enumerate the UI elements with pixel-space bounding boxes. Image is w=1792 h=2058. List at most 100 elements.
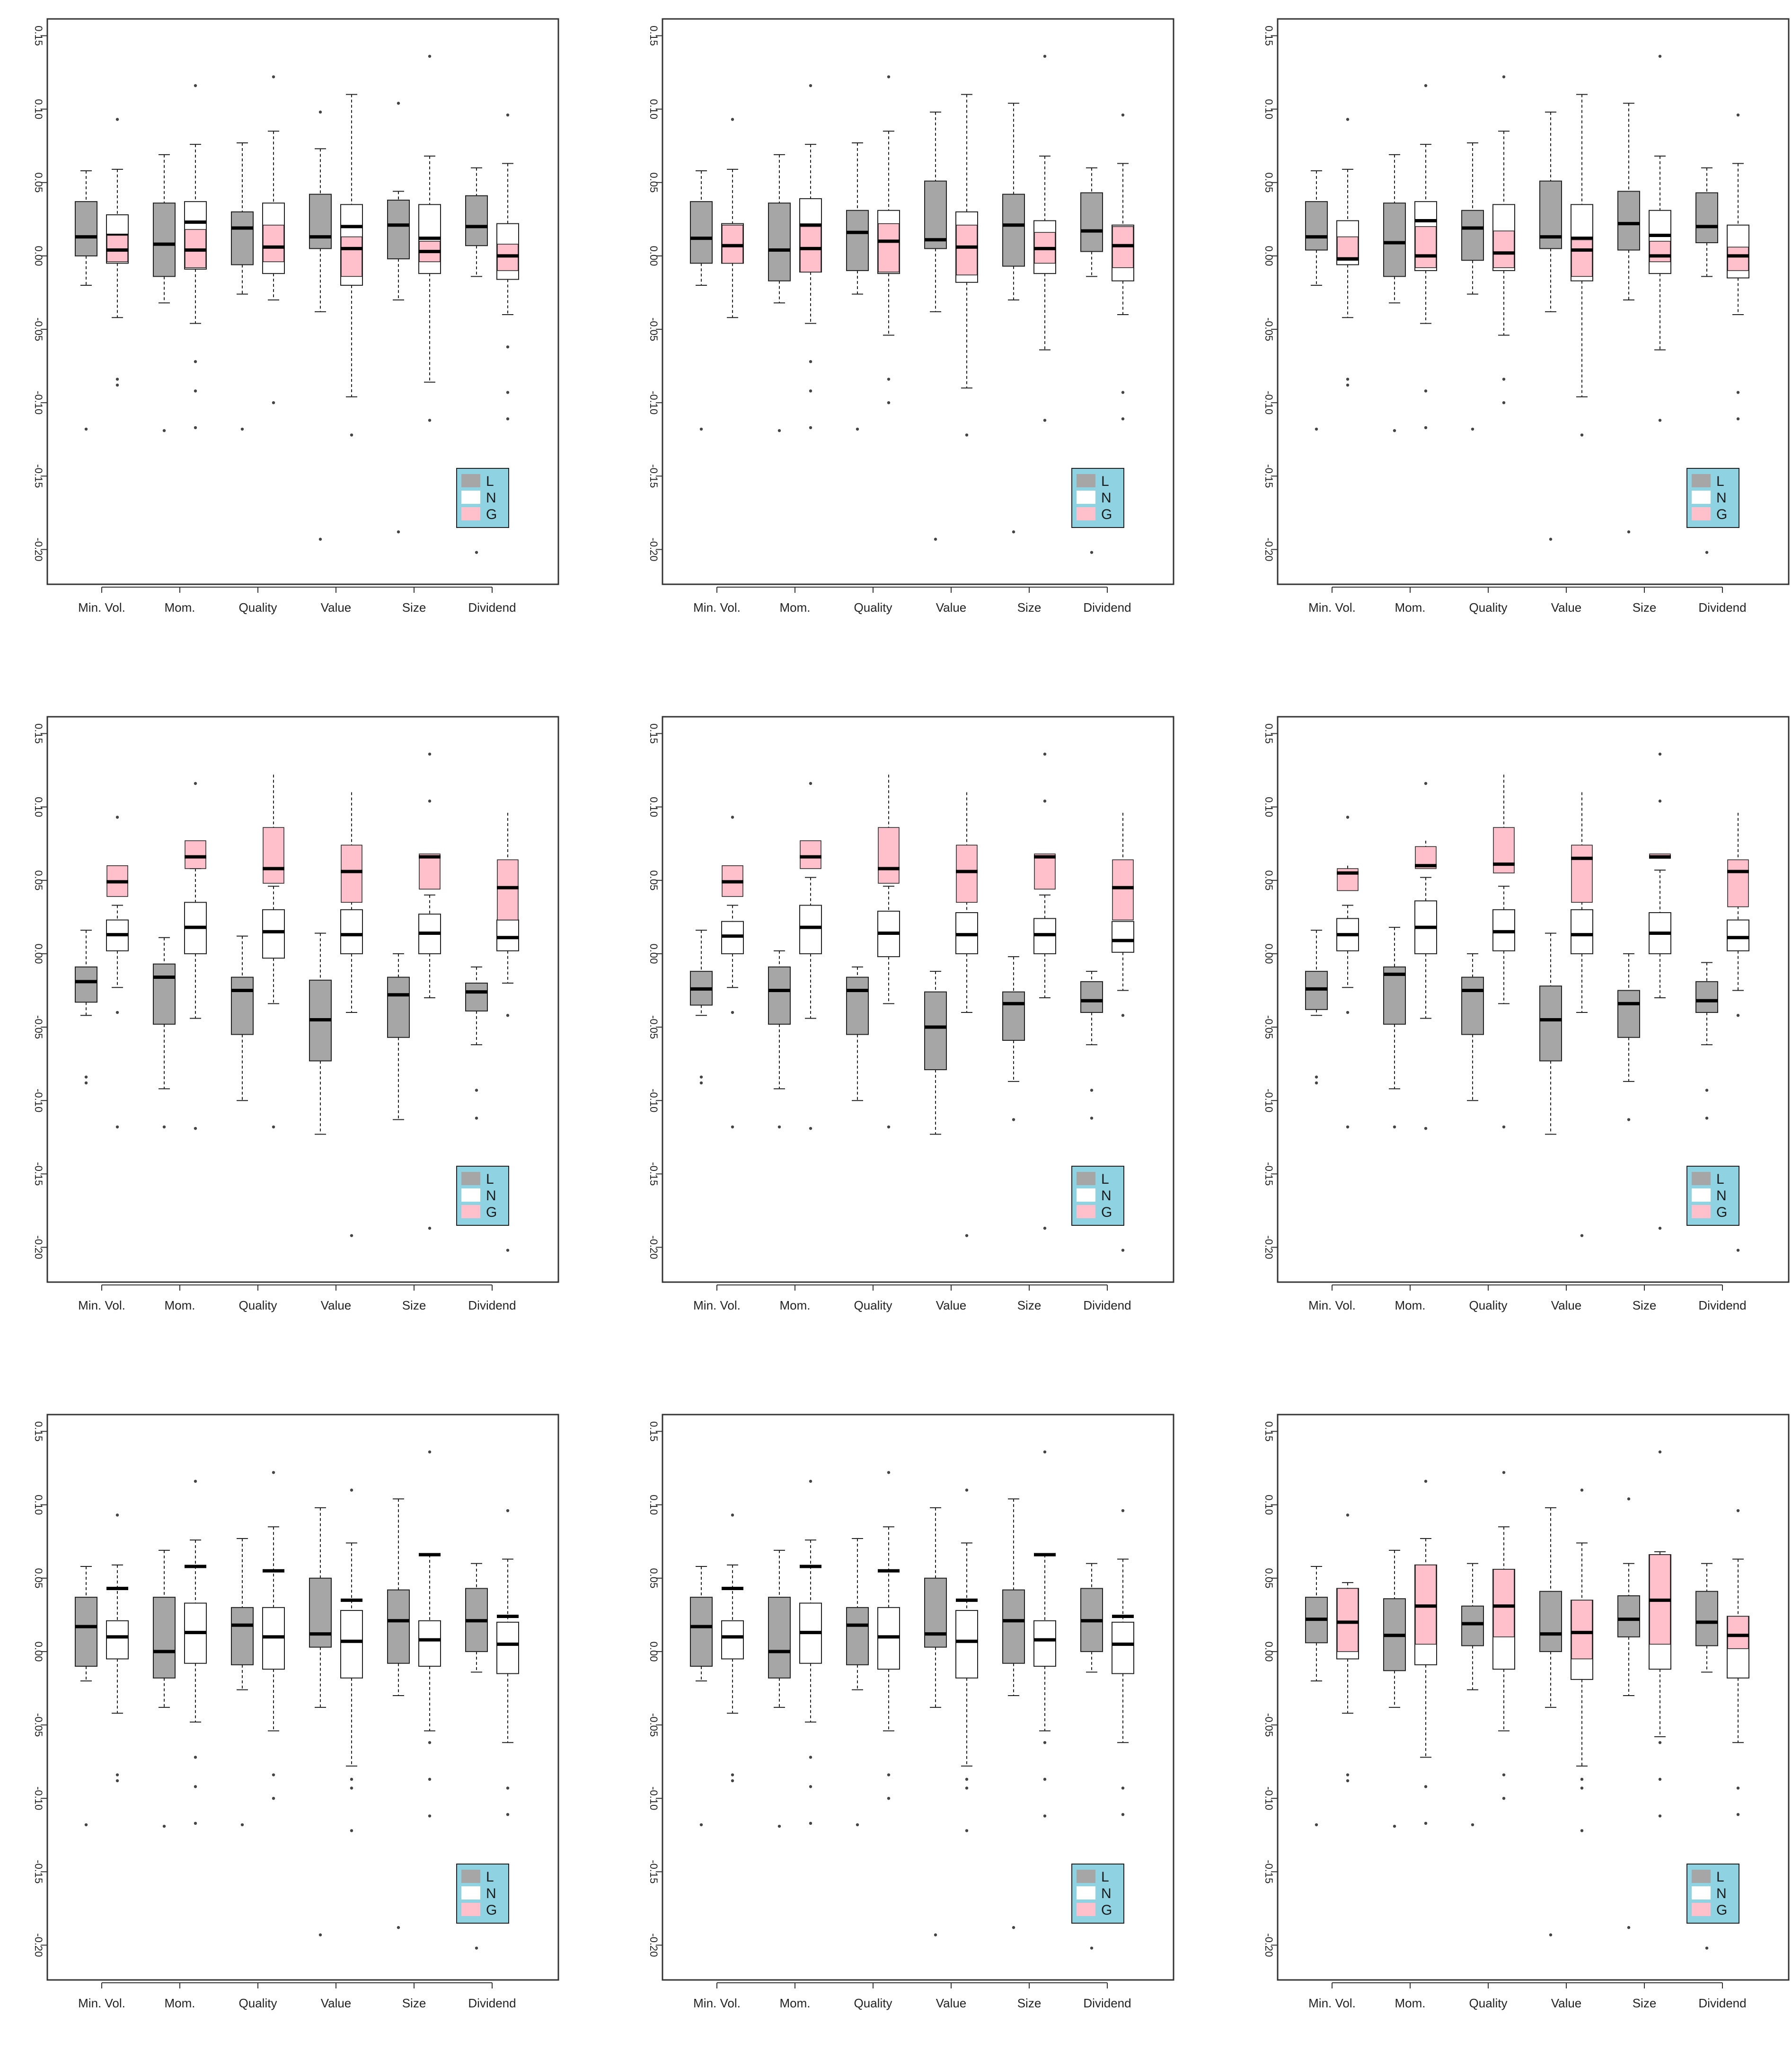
box-N-outlier xyxy=(809,389,812,393)
box-N-outlier xyxy=(1121,391,1125,394)
y-tick-label: -0.05 xyxy=(1263,317,1275,341)
box-L xyxy=(690,170,713,431)
box-L-outlier xyxy=(1705,551,1709,554)
category-label: Min. Vol. xyxy=(78,1298,125,1312)
box-G xyxy=(341,792,362,903)
box-N-outlier xyxy=(1043,1741,1047,1744)
y-tick-label: -0.05 xyxy=(33,317,44,341)
box-N-outlier xyxy=(428,1450,432,1454)
box-L-outlier xyxy=(1090,1117,1094,1120)
box-N-outlier xyxy=(1424,84,1428,88)
y-tick-label: -0.20 xyxy=(1263,537,1275,561)
box-G-box xyxy=(1571,844,1593,903)
box-N-outlier xyxy=(1424,1479,1428,1483)
box-G xyxy=(1415,226,1437,268)
box-N-outlier xyxy=(1502,1471,1506,1474)
y-tick-label: -0.15 xyxy=(648,1162,660,1186)
category-label: Dividend xyxy=(468,600,516,615)
category-label: Quality xyxy=(1469,600,1508,615)
category-label: Size xyxy=(1633,1996,1657,2010)
category-label: Size xyxy=(402,1298,426,1312)
box-L-box xyxy=(846,976,869,1035)
legend-label-n: N xyxy=(1716,1886,1727,1901)
box-L xyxy=(1695,167,1718,554)
box-L xyxy=(465,966,488,1120)
y-tick-label: -0.20 xyxy=(33,1933,44,1957)
box-L xyxy=(75,1565,97,1827)
box-L-outlier xyxy=(475,1946,478,1950)
y-tick-label: 0.15 xyxy=(33,1421,44,1442)
y-tick-label: 0.00 xyxy=(1263,944,1275,964)
box-N xyxy=(1649,870,1671,1230)
box-N-outlier xyxy=(965,433,969,437)
box-N-outlier xyxy=(809,1821,812,1825)
box-L xyxy=(387,953,410,1120)
box-N-outlier xyxy=(428,54,432,58)
box-N-outlier xyxy=(887,1773,891,1777)
box-N-box xyxy=(721,1620,744,1660)
box-G-box xyxy=(956,225,978,276)
box-G xyxy=(800,226,821,273)
y-tick-label: 0.00 xyxy=(33,944,44,964)
box-L-outlier xyxy=(84,1823,88,1827)
box-N-outlier xyxy=(350,1829,353,1832)
box-G-outlier xyxy=(1346,816,1350,819)
box-N-box xyxy=(799,905,822,954)
box-G-box xyxy=(1337,1588,1359,1652)
box-N xyxy=(418,894,441,1230)
box-L xyxy=(1305,930,1328,1085)
legend-label-g: G xyxy=(1716,507,1727,522)
y-tick-label: 0.15 xyxy=(1263,26,1275,46)
box-G xyxy=(1727,246,1749,271)
legend-swatch-n xyxy=(1077,491,1095,504)
box-L-box xyxy=(1695,1591,1718,1646)
plot-frame xyxy=(1277,18,1790,585)
y-tick-label: 0.10 xyxy=(648,1495,660,1515)
legend: LNG xyxy=(1686,1864,1739,1924)
box-L xyxy=(387,102,410,534)
legend-label-g: G xyxy=(1101,1205,1112,1220)
box-G xyxy=(956,792,978,903)
y-tick-label: 0.00 xyxy=(33,1642,44,1662)
category-label: Value xyxy=(321,1996,352,2010)
box-L xyxy=(1695,1563,1718,1950)
box-L-box xyxy=(153,202,176,277)
box-G xyxy=(722,816,743,897)
boxplot-svg: 0.15 0.10 0.05 0.00 -0.05 -0.10 -0.15 -0.20 Min.… xyxy=(648,18,1174,615)
y-tick-label: 0.05 xyxy=(648,172,660,193)
box-N-outlier xyxy=(194,426,197,430)
box-G-box xyxy=(1493,1569,1515,1637)
box-L-box xyxy=(846,1607,869,1665)
box-N-outlier xyxy=(115,378,119,381)
box-N-outlier xyxy=(1346,378,1350,381)
box-L-outlier xyxy=(777,429,781,432)
box-N-outlier xyxy=(731,1011,734,1014)
category-label: Min. Vol. xyxy=(78,600,125,615)
boxplot-svg: 0.15 0.10 0.05 0.00 -0.05 -0.10 -0.15 -0.20 Min.… xyxy=(33,1414,559,2010)
plot-frame xyxy=(1277,716,1790,1283)
box-G-box xyxy=(1727,1616,1749,1649)
box-G-box xyxy=(419,853,441,890)
box-N xyxy=(721,118,744,318)
legend-label-l: L xyxy=(1716,1869,1724,1885)
y-tick-label: 0.15 xyxy=(33,26,44,46)
box-L-outlier xyxy=(162,1125,166,1129)
box-N-outlier xyxy=(428,419,432,422)
box-N-outlier xyxy=(965,1777,969,1781)
box-L-outlier xyxy=(1012,1926,1015,1929)
category-label: Mom. xyxy=(1395,600,1426,615)
box-N-outlier xyxy=(1658,1741,1662,1744)
box-L-outlier xyxy=(699,427,703,431)
box-N-outlier xyxy=(1043,1814,1047,1818)
category-label: Dividend xyxy=(1698,600,1746,615)
y-tick-label: 0.05 xyxy=(1263,1568,1275,1588)
legend-swatch-n xyxy=(461,491,480,504)
legend-swatch-l xyxy=(1077,474,1095,487)
box-N-outlier xyxy=(1736,1249,1740,1252)
box-N xyxy=(1727,1509,1749,1816)
box-L-outlier xyxy=(1012,530,1015,534)
box-N xyxy=(496,1509,519,1816)
legend-label-n: N xyxy=(486,1188,496,1204)
legend-swatch-l xyxy=(461,1870,480,1883)
box-N-outlier xyxy=(1502,75,1506,79)
